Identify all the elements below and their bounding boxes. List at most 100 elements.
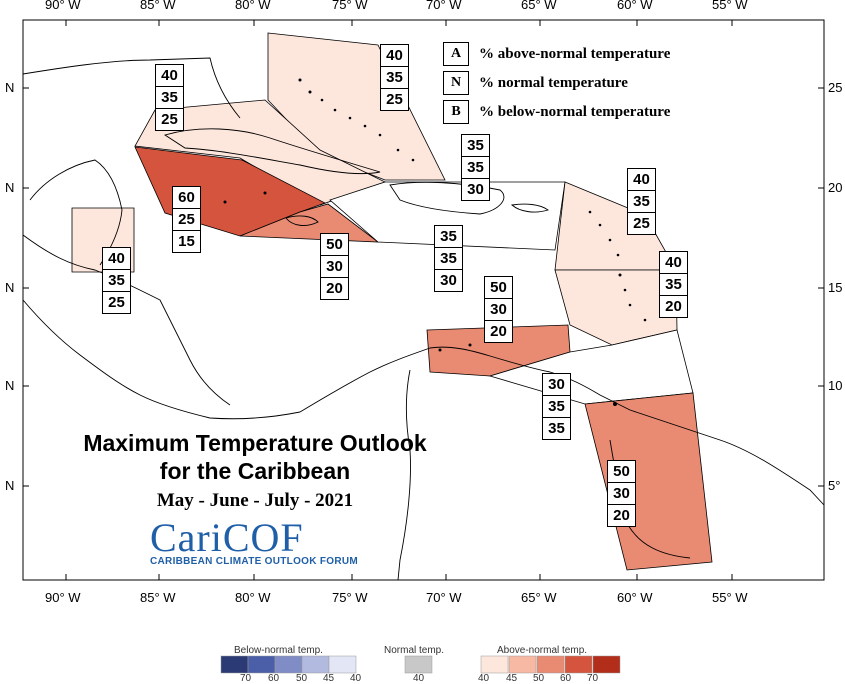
- yucatan-coast: [29, 159, 123, 266]
- prob-above: 35: [435, 226, 462, 248]
- prob-normal: 30: [485, 299, 512, 321]
- lat-label: N: [5, 80, 15, 95]
- prob-above: 40: [628, 169, 655, 191]
- colorbar-swatch-below: [328, 655, 357, 674]
- lon-label: 75° W: [332, 0, 368, 12]
- lat-label: 10: [828, 378, 843, 393]
- colorbar-swatch-above: [592, 655, 621, 674]
- colorbar-above-title: Above-normal temp.: [497, 645, 588, 656]
- prob-box-cayman: 60 25 15: [172, 186, 201, 253]
- south-america-interior: [397, 369, 411, 581]
- legend-key-below: B: [443, 100, 469, 124]
- lon-ticks: [65, 20, 733, 580]
- lat-label: N: [5, 378, 15, 393]
- colorbar-swatch-above: [564, 655, 593, 674]
- jamaica-outline: [285, 215, 319, 226]
- prob-box-abc-islands: 50 30 20: [484, 276, 513, 343]
- colorbar-swatch-below: [301, 655, 330, 674]
- caricof-logo: CariCOF: [150, 515, 304, 560]
- colorbar-swatch-below: [220, 655, 249, 674]
- prob-above: 50: [321, 234, 348, 256]
- prob-box-turks-caicos: 35 35 30: [461, 134, 490, 201]
- lon-label: 65° W: [521, 590, 557, 605]
- prob-normal: 35: [156, 87, 183, 109]
- lat-ticks: [23, 87, 824, 487]
- prob-below: 25: [108, 294, 125, 311]
- lat-label: N: [5, 180, 15, 195]
- colorbar-normal-title: Normal temp.: [384, 645, 445, 656]
- legend-text-below: % below-normal temperature: [479, 103, 671, 120]
- map-title-line2: for the Caribbean: [159, 458, 351, 484]
- lat-label: N: [5, 478, 15, 493]
- colorbar-swatch-normal: [404, 655, 433, 674]
- prob-below: 20: [490, 323, 507, 340]
- prob-box-hispaniola: 35 35 30: [434, 225, 463, 292]
- colorbar-swatch-below: [247, 655, 276, 674]
- colorbar-swatch-above: [480, 655, 509, 674]
- prob-below: 15: [178, 233, 195, 250]
- prob-above: 40: [103, 248, 130, 270]
- legend-key-normal: N: [443, 71, 469, 95]
- lon-label: 85° W: [140, 0, 176, 12]
- lon-label: 55° W: [712, 590, 748, 605]
- prob-below: 20: [665, 298, 682, 315]
- prob-normal: 30: [608, 483, 635, 505]
- colorbar-tick: 60: [268, 673, 280, 684]
- colombia-coast: [299, 346, 491, 413]
- prob-normal: 35: [543, 396, 570, 418]
- legend-row-normal: N % normal temperature: [443, 71, 628, 95]
- lon-label: 60° W: [617, 0, 653, 12]
- colorbar-tick: 70: [587, 673, 599, 684]
- prob-below: 30: [440, 272, 457, 289]
- lon-label: 60° W: [617, 590, 653, 605]
- colorbar-tick: 45: [506, 673, 518, 684]
- central-america-pacific: [22, 299, 301, 420]
- prob-below: 35: [548, 420, 565, 437]
- legend-row-below: B % below-normal temperature: [443, 100, 670, 124]
- lon-label: 70° W: [426, 0, 462, 12]
- lon-label: 90° W: [45, 0, 81, 12]
- prob-normal: 35: [462, 157, 489, 179]
- colorbar-tick: 50: [296, 673, 308, 684]
- prob-normal: 35: [660, 274, 687, 296]
- prob-box-jamaica: 50 30 20: [320, 233, 349, 300]
- hispaniola-outline: [389, 181, 505, 215]
- legend-key-above: A: [443, 42, 469, 66]
- lat-label: 20: [828, 180, 843, 195]
- prob-above: 40: [381, 45, 408, 67]
- lon-label: 65° W: [521, 0, 557, 12]
- prob-below: 20: [613, 507, 630, 524]
- colorbar-below-title: Below-normal temp.: [234, 645, 323, 656]
- prob-above: 40: [156, 65, 183, 87]
- prob-above: 50: [608, 461, 635, 483]
- lat-label: 5°: [828, 478, 841, 493]
- lon-label: 90° W: [45, 590, 81, 605]
- prob-below: 30: [467, 181, 484, 198]
- prob-box-trinidad-tobago: 30 35 35: [542, 373, 571, 440]
- prob-below: 20: [326, 280, 343, 297]
- map-title: Maximum Temperature Outlook: [83, 430, 427, 456]
- lon-label: 80° W: [235, 0, 271, 12]
- florida-coast: [22, 57, 241, 119]
- prob-normal: 35: [628, 191, 655, 213]
- prob-normal: 35: [381, 67, 408, 89]
- colorbar-tick: 60: [560, 673, 572, 684]
- colorbar-tick: 40: [350, 673, 362, 684]
- prob-normal: 35: [103, 270, 130, 292]
- legend-text-above: % above-normal temperature: [479, 45, 671, 62]
- caricof-logo-subtitle: CARIBBEAN CLIMATE OUTLOOK FORUM: [150, 556, 358, 567]
- legend-row-above: A % above-normal temperature: [443, 42, 670, 66]
- cuba-outline: [163, 128, 381, 175]
- prob-above: 60: [173, 187, 200, 209]
- colorbar-tick: 70: [240, 673, 252, 684]
- lat-label: 25: [828, 80, 843, 95]
- prob-below: 25: [386, 91, 403, 108]
- prob-above: 30: [543, 374, 570, 396]
- colorbar-swatch-below: [274, 655, 303, 674]
- lon-label: 85° W: [140, 590, 176, 605]
- prob-normal: 35: [435, 248, 462, 270]
- puerto-rico-outline: [510, 203, 549, 213]
- prob-below: 25: [161, 111, 178, 128]
- prob-box-southern-lesser-antilles: 40 35 20: [659, 251, 688, 318]
